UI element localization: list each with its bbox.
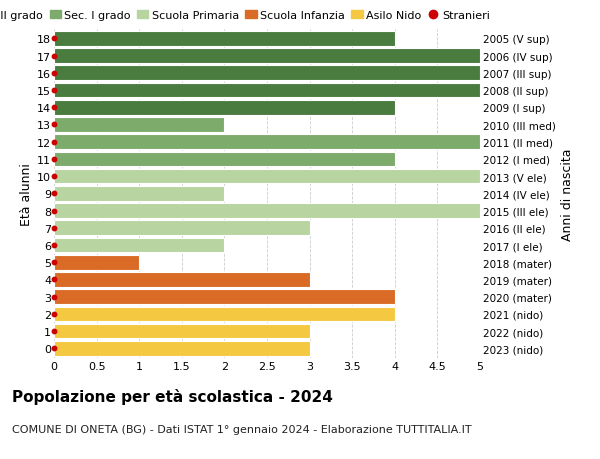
Bar	[54, 221, 310, 235]
Bar	[54, 118, 224, 133]
Bar	[54, 135, 480, 150]
Bar	[54, 67, 480, 81]
Bar	[54, 49, 480, 64]
Bar	[54, 84, 480, 98]
Bar	[54, 169, 480, 184]
Bar	[54, 273, 310, 287]
Bar	[54, 204, 480, 218]
Bar	[54, 238, 224, 253]
Text: COMUNE DI ONETA (BG) - Dati ISTAT 1° gennaio 2024 - Elaborazione TUTTITALIA.IT: COMUNE DI ONETA (BG) - Dati ISTAT 1° gen…	[12, 425, 472, 435]
Bar	[54, 324, 310, 339]
Bar	[54, 255, 139, 270]
Bar	[54, 32, 395, 46]
Bar	[54, 152, 395, 167]
Y-axis label: Età alunni: Età alunni	[20, 162, 33, 225]
Bar	[54, 307, 395, 321]
Text: Popolazione per età scolastica - 2024: Popolazione per età scolastica - 2024	[12, 388, 333, 404]
Bar	[54, 290, 395, 304]
Legend: Sec. II grado, Sec. I grado, Scuola Primaria, Scuola Infanzia, Asilo Nido, Stran: Sec. II grado, Sec. I grado, Scuola Prim…	[0, 11, 490, 21]
Bar	[54, 101, 395, 115]
Bar	[54, 341, 310, 356]
Bar	[54, 187, 224, 201]
Y-axis label: Anni di nascita: Anni di nascita	[561, 148, 574, 240]
